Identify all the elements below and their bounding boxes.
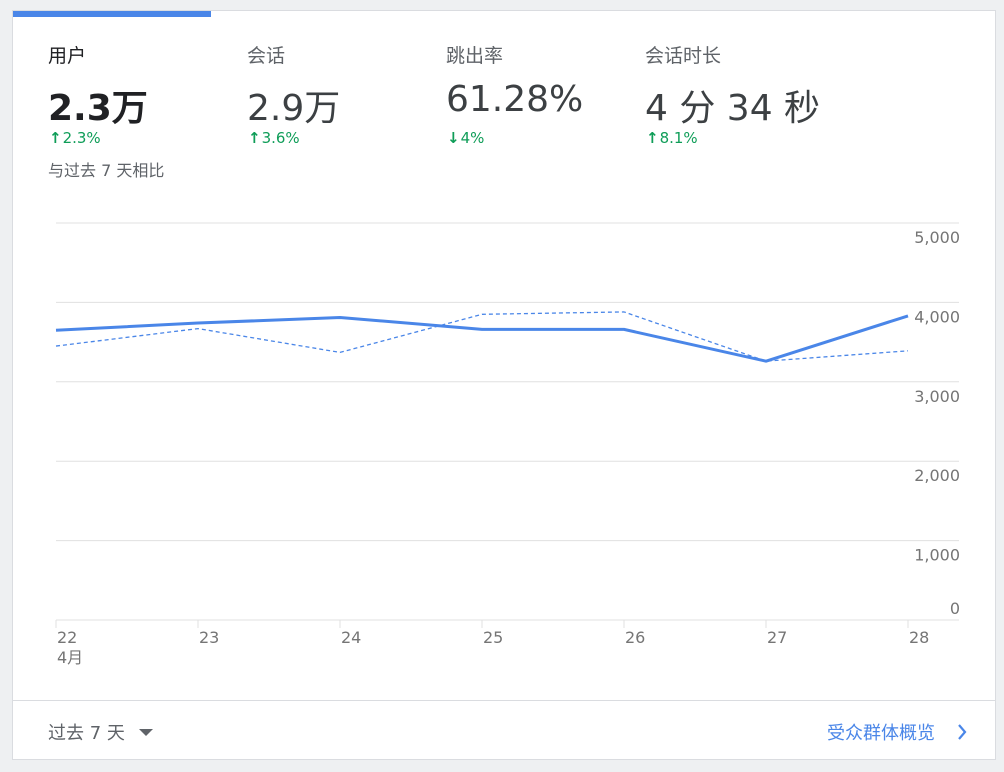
metric-change: ↑3.6%	[248, 129, 300, 147]
footer-divider	[13, 700, 995, 701]
metric-change-value: 3.6%	[261, 129, 300, 147]
arrow-up-icon: ↑	[49, 129, 62, 147]
y-tick-label: 3,000	[914, 387, 960, 406]
date-range-dropdown[interactable]: 过去 7 天	[48, 719, 153, 745]
arrow-up-icon: ↑	[646, 129, 659, 147]
arrow-down-icon: ↓	[447, 129, 460, 147]
active-metric-indicator	[13, 11, 211, 17]
metric-change: ↓4%	[447, 129, 484, 147]
metric-label: 跳出率	[446, 45, 504, 67]
metric-session-duration[interactable]: 会话时长 4 分 34 秒 ↑8.1%	[645, 11, 835, 191]
x-tick-label: 22	[57, 628, 77, 647]
series-line-previous	[55, 311, 909, 362]
metric-value: 61.28%	[446, 79, 584, 120]
x-tick-label: 28	[909, 628, 929, 647]
metric-change: ↑8.1%	[646, 129, 698, 147]
audience-overview-label: 受众群体概览	[827, 723, 935, 744]
metric-value: 2.3万	[48, 88, 148, 129]
metric-change-value: 4%	[460, 129, 485, 147]
date-range-label: 过去 7 天	[48, 723, 125, 744]
y-tick-label: 1,000	[914, 546, 960, 565]
caret-down-icon	[138, 728, 153, 736]
x-tick-label: 24	[341, 628, 361, 647]
metric-change-value: 2.3%	[62, 129, 101, 147]
x-tick-label: 27	[767, 628, 787, 647]
y-tick-label: 5,000	[914, 228, 960, 247]
metric-label: 会话	[247, 45, 286, 67]
arrow-up-icon: ↑	[248, 129, 261, 147]
metric-change-value: 8.1%	[659, 129, 698, 147]
x-tick-label: 25	[483, 628, 503, 647]
x-tick-label: 26	[625, 628, 645, 647]
series-line-current	[55, 314, 909, 363]
line-chart: 0 1,000 2,000 3,000 4,000 5,000 22 23 24 25 26 27 28…	[55, 222, 960, 667]
metric-value: 2.9万	[247, 88, 341, 129]
metric-sessions[interactable]: 会话 2.9万 ↑3.6%	[247, 11, 437, 191]
analytics-card: 用户 2.3万 ↑2.3% 会话 2.9万 ↑3.6% 跳出率 61.28% ↓…	[12, 10, 996, 760]
metric-value: 4 分 34 秒	[645, 88, 821, 129]
metric-label: 用户	[48, 45, 87, 67]
chevron-right-icon	[957, 724, 967, 740]
metric-change: ↑2.3%	[49, 129, 101, 147]
y-tick-label: 2,000	[914, 466, 960, 485]
comparison-note: 与过去 7 天相比	[48, 161, 165, 180]
y-tick-label: 0	[950, 599, 960, 618]
metric-users[interactable]: 用户 2.3万 ↑2.3%	[48, 11, 238, 191]
x-month-label: 4月	[57, 648, 83, 667]
audience-overview-link[interactable]: 受众群体概览	[827, 719, 967, 745]
x-tick-label: 23	[199, 628, 219, 647]
y-tick-label: 4,000	[914, 307, 960, 326]
metric-label: 会话时长	[645, 45, 722, 67]
metric-bounce-rate[interactable]: 跳出率 61.28% ↓4%	[446, 11, 636, 191]
